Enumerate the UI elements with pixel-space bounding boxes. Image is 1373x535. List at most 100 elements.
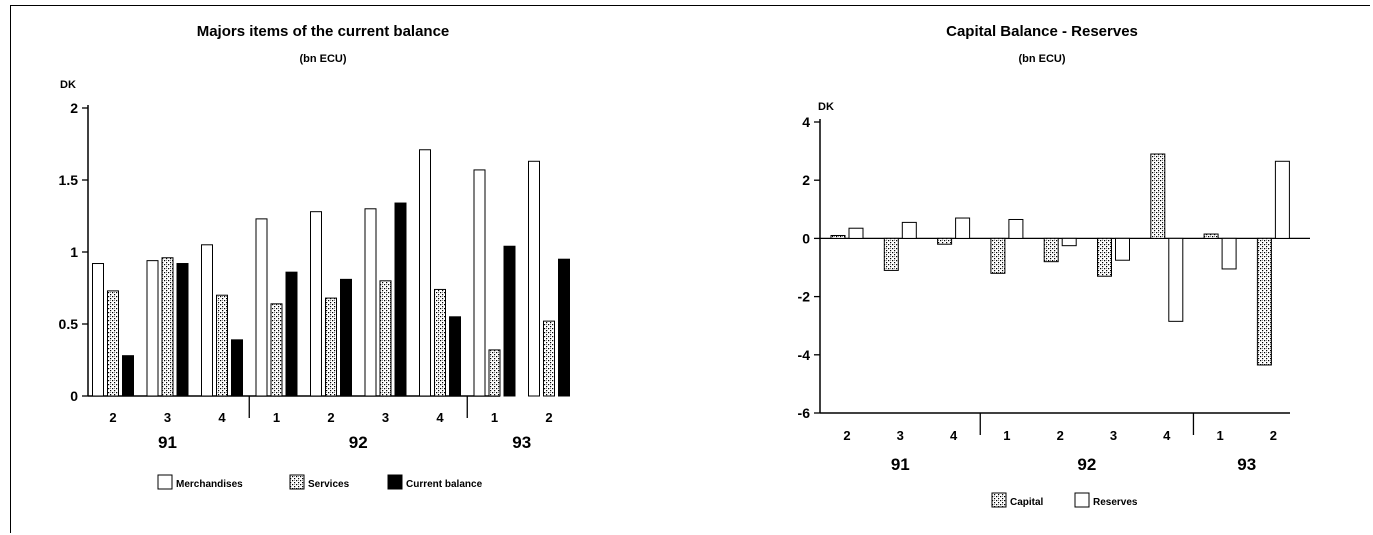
chart1-year-label: 93: [512, 433, 531, 452]
chart1-bar-current-balance: [122, 355, 134, 397]
chart2-bar-capital: [1097, 237, 1112, 277]
chart1-bar-merchandises: [146, 260, 159, 397]
chart2-x-tick-label: 3: [1110, 428, 1117, 443]
chart2-bar-reserves: [1061, 237, 1077, 247]
chart2-legend-label: Reserves: [1093, 497, 1138, 508]
chart1-bar-merchandises: [255, 218, 268, 397]
chart1-bar-services: [434, 288, 446, 397]
chart2-bar-capital: [1256, 237, 1272, 366]
chart1-bar-current-balance: [449, 316, 461, 397]
chart1-plot: 0 0.5 1 1.5 2 2 3 4 1 2 3 4 1 2 91 92 93 Merchandises Serv…: [59, 100, 570, 490]
chart2-bar-capital: [1043, 237, 1059, 263]
chart2-y-tick-label: 0: [802, 230, 810, 246]
chart1-bar-merchandises: [419, 149, 431, 397]
chart1-x-tick-label: 1: [491, 410, 498, 425]
chart2-x-tick-label: 2: [1270, 428, 1277, 443]
chart1-bar-merchandises: [473, 169, 486, 397]
chart2-x-tick-label: 1: [1216, 428, 1223, 443]
chart2-unit-label: DK: [818, 101, 834, 113]
chart1-x-tick-label: 3: [382, 410, 389, 425]
chart1-bar-merchandises: [201, 244, 213, 397]
chart1-bar-services: [216, 294, 228, 397]
chart1-x-tick-label: 2: [109, 410, 116, 425]
chart2-bar-reserves: [1008, 218, 1024, 239]
chart1-bar-services: [270, 303, 283, 397]
chart2-plot: -6 -4 -2 0 2 4 2 3 4 1 2 3 4 1 2 91 92 93 Capital Reserves: [798, 114, 1310, 508]
chart1-x-tick-label: 4: [436, 410, 444, 425]
chart1-bar-services: [107, 290, 119, 397]
chart1-bar-merchandises: [528, 160, 540, 397]
chart1-y-tick-label: 1: [70, 244, 78, 260]
chart2-y-tick-label: 4: [802, 114, 810, 130]
chart2-bar-capital: [883, 237, 899, 271]
chart1-bar-current-balance: [503, 245, 516, 397]
chart2-subtitle: (bn ECU): [1018, 53, 1065, 65]
chart2-bar-reserves: [955, 217, 971, 239]
chart2-bar-capital: [1203, 233, 1219, 239]
chart1-year-label: 92: [349, 433, 368, 452]
chart1-x-tick-label: 2: [545, 410, 552, 425]
chart1-x-tick-label: 1: [273, 410, 280, 425]
chart2-x-tick-label: 4: [1163, 428, 1171, 443]
chart2-x-tick-label: 4: [950, 428, 958, 443]
chart2-year-label: 92: [1077, 455, 1096, 474]
chart1-bar-current-balance: [285, 271, 298, 397]
chart1-legend-label: Current balance: [406, 479, 483, 490]
chart1-title: Majors items of the current balance: [197, 23, 450, 40]
chart1-year-label: 91: [158, 433, 177, 452]
chart1-bar-current-balance: [340, 278, 352, 397]
chart2-bar-reserves: [1221, 237, 1237, 270]
chart1-bar-services: [161, 257, 174, 397]
chart2-legend-label: Capital: [1010, 497, 1044, 508]
chart1-legend-swatch: [387, 474, 403, 490]
chart2-bar-reserves: [1274, 160, 1290, 239]
chart2-x-tick-label: 1: [1003, 428, 1010, 443]
chart1-legend-swatch: [289, 474, 305, 490]
chart2-title: Capital Balance - Reserves: [946, 23, 1138, 40]
chart2-y-tick-label: -6: [798, 405, 811, 421]
chart1-legend-swatch: [157, 474, 173, 490]
chart1-bar-current-balance: [558, 258, 570, 397]
chart2-bar-reserves: [848, 227, 864, 239]
figure-frame: [10, 5, 1370, 533]
chart1-bar-services: [379, 280, 392, 397]
chart1-bar-merchandises: [92, 263, 104, 397]
chart1-legend-label: Services: [308, 479, 350, 490]
chart2-bar-capital: [830, 234, 846, 239]
chart2-legend-swatch: [991, 492, 1007, 508]
chart1-y-tick-label: 0.5: [59, 316, 79, 332]
chart2-year-label: 93: [1237, 455, 1256, 474]
chart1-legend-label: Merchandises: [176, 479, 243, 490]
chart2-bar-reserves: [1168, 237, 1184, 322]
chart2-bar-capital: [990, 237, 1006, 274]
chart1-y-tick-label: 0: [70, 388, 78, 404]
chart1-x-tick-label: 4: [218, 410, 226, 425]
chart2-y-tick-label: -4: [798, 347, 811, 363]
chart1-bar-current-balance: [394, 202, 407, 397]
chart2-year-label: 91: [891, 455, 910, 474]
chart1-bar-current-balance: [231, 339, 243, 397]
chart1-y-tick-label: 2: [70, 100, 78, 116]
chart2-bar-reserves: [901, 221, 917, 239]
chart1-bar-services: [488, 349, 501, 397]
chart2-y-tick-label: -2: [798, 289, 811, 305]
chart1-bar-merchandises: [364, 208, 377, 397]
chart2-x-tick-label: 2: [1057, 428, 1064, 443]
chart1-bar-merchandises: [310, 211, 322, 397]
chart1-bar-current-balance: [176, 263, 189, 397]
chart1-x-tick-label: 2: [327, 410, 334, 425]
chart1-bar-services: [325, 297, 337, 397]
chart2-bar-capital: [937, 237, 953, 245]
chart2-y-tick-label: 2: [802, 172, 810, 188]
chart1-subtitle: (bn ECU): [299, 53, 346, 65]
chart2-x-tick-label: 3: [897, 428, 904, 443]
chart1-x-tick-label: 3: [164, 410, 171, 425]
chart1-y-tick-label: 1.5: [59, 172, 79, 188]
chart2-legend-swatch: [1074, 492, 1090, 508]
chart2-bar-capital: [1150, 153, 1166, 239]
chart1-bar-services: [543, 320, 555, 397]
chart2-x-tick-label: 2: [843, 428, 850, 443]
chart1-unit-label: DK: [60, 79, 76, 91]
chart2-bar-reserves: [1115, 237, 1130, 261]
